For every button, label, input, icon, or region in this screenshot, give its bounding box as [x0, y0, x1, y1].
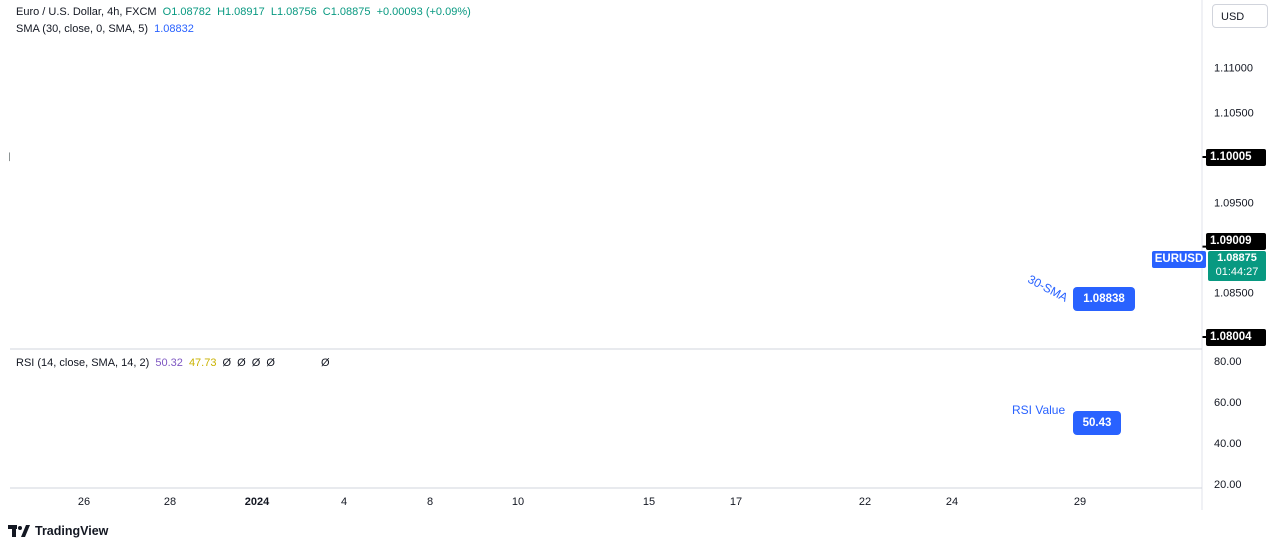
low-value: L1.08756 [270, 6, 317, 18]
time-tick-label: 4 [341, 496, 347, 508]
price-countdown-tag: 1.08875 01:44:27 [1208, 251, 1266, 281]
sma-value: 1.08832 [154, 23, 194, 35]
level-tag-2: 1.09009 [1206, 233, 1266, 250]
time-tick-label: 29 [1074, 496, 1086, 508]
rsi-extra-5: Ø [321, 357, 330, 369]
rsi-tick-label: 20.00 [1214, 479, 1242, 491]
rsi-tick-label: 40.00 [1214, 438, 1242, 450]
rsi-value: 50.32 [155, 357, 183, 369]
time-tick-label: 8 [427, 496, 433, 508]
symbol-title: Euro / U.S. Dollar, 4h, FXCM [16, 6, 157, 18]
rsi-tick-label: 80.00 [1214, 356, 1242, 368]
rsi-tick-label: 60.00 [1214, 397, 1242, 409]
high-value: H1.08917 [217, 6, 265, 18]
close-value: C1.08875 [322, 6, 371, 18]
currency-button[interactable]: USD [1212, 4, 1268, 28]
time-tick-label: 2024 [245, 496, 270, 508]
rsi-legend[interactable]: RSI (14, close, SMA, 14, 2) 50.32 47.73 … [16, 357, 333, 369]
time-tick-label: 15 [643, 496, 655, 508]
rsi-label: RSI (14, close, SMA, 14, 2) [16, 357, 150, 369]
time-tick-label: 17 [730, 496, 742, 508]
price-tick-label: 1.10500 [1214, 107, 1254, 119]
level-tag-3: 1.08004 [1206, 329, 1266, 346]
price-tick-label: 1.09500 [1214, 197, 1254, 209]
sma-label: SMA (30, close, 0, SMA, 5) [16, 23, 149, 35]
price-tick-label: 1.08500 [1214, 287, 1254, 299]
open-value: O1.08782 [162, 6, 211, 18]
time-tick-label: 28 [164, 496, 176, 508]
plot-background [10, 0, 1202, 488]
brand-name: TradingView [35, 524, 109, 538]
rsi-price-callout: 50.43 [1073, 411, 1121, 435]
countdown: 01:44:27 [1215, 266, 1259, 278]
time-tick-label: 24 [946, 496, 958, 508]
price-tick-label: 1.11000 [1214, 62, 1253, 74]
time-tick-label: 10 [512, 496, 524, 508]
axes: 1.11000 1.10500 1.09500 1.08500 80.00 60.00 40… [10, 0, 1254, 510]
rsi-extra-4: Ø [266, 357, 275, 369]
symbol-tag: EURUSD [1152, 251, 1206, 268]
price-legend: Euro / U.S. Dollar, 4h, FXCM O1.08782 H1… [16, 6, 474, 18]
last-price: 1.08875 [1217, 252, 1257, 264]
tradingview-logo-icon [8, 525, 30, 537]
rsi-extra-1: Ø [222, 357, 232, 369]
rsi-ma-value: 47.73 [188, 357, 217, 369]
rsi-extra-3: Ø [251, 357, 261, 369]
level-tag-1: 1.10005 [1206, 149, 1266, 166]
time-tick-label: 26 [78, 496, 90, 508]
rsi-value-annotation: RSI Value [1012, 403, 1066, 417]
change-value: +0.00093 (+0.09%) [376, 6, 471, 18]
rsi-extra-2: Ø [237, 357, 246, 369]
sma-legend[interactable]: SMA (30, close, 0, SMA, 5) 1.08832 [16, 23, 197, 35]
time-tick-label: 22 [859, 496, 871, 508]
sma-price-callout: 1.08838 [1073, 287, 1135, 311]
tradingview-brand[interactable]: TradingView [8, 524, 108, 538]
